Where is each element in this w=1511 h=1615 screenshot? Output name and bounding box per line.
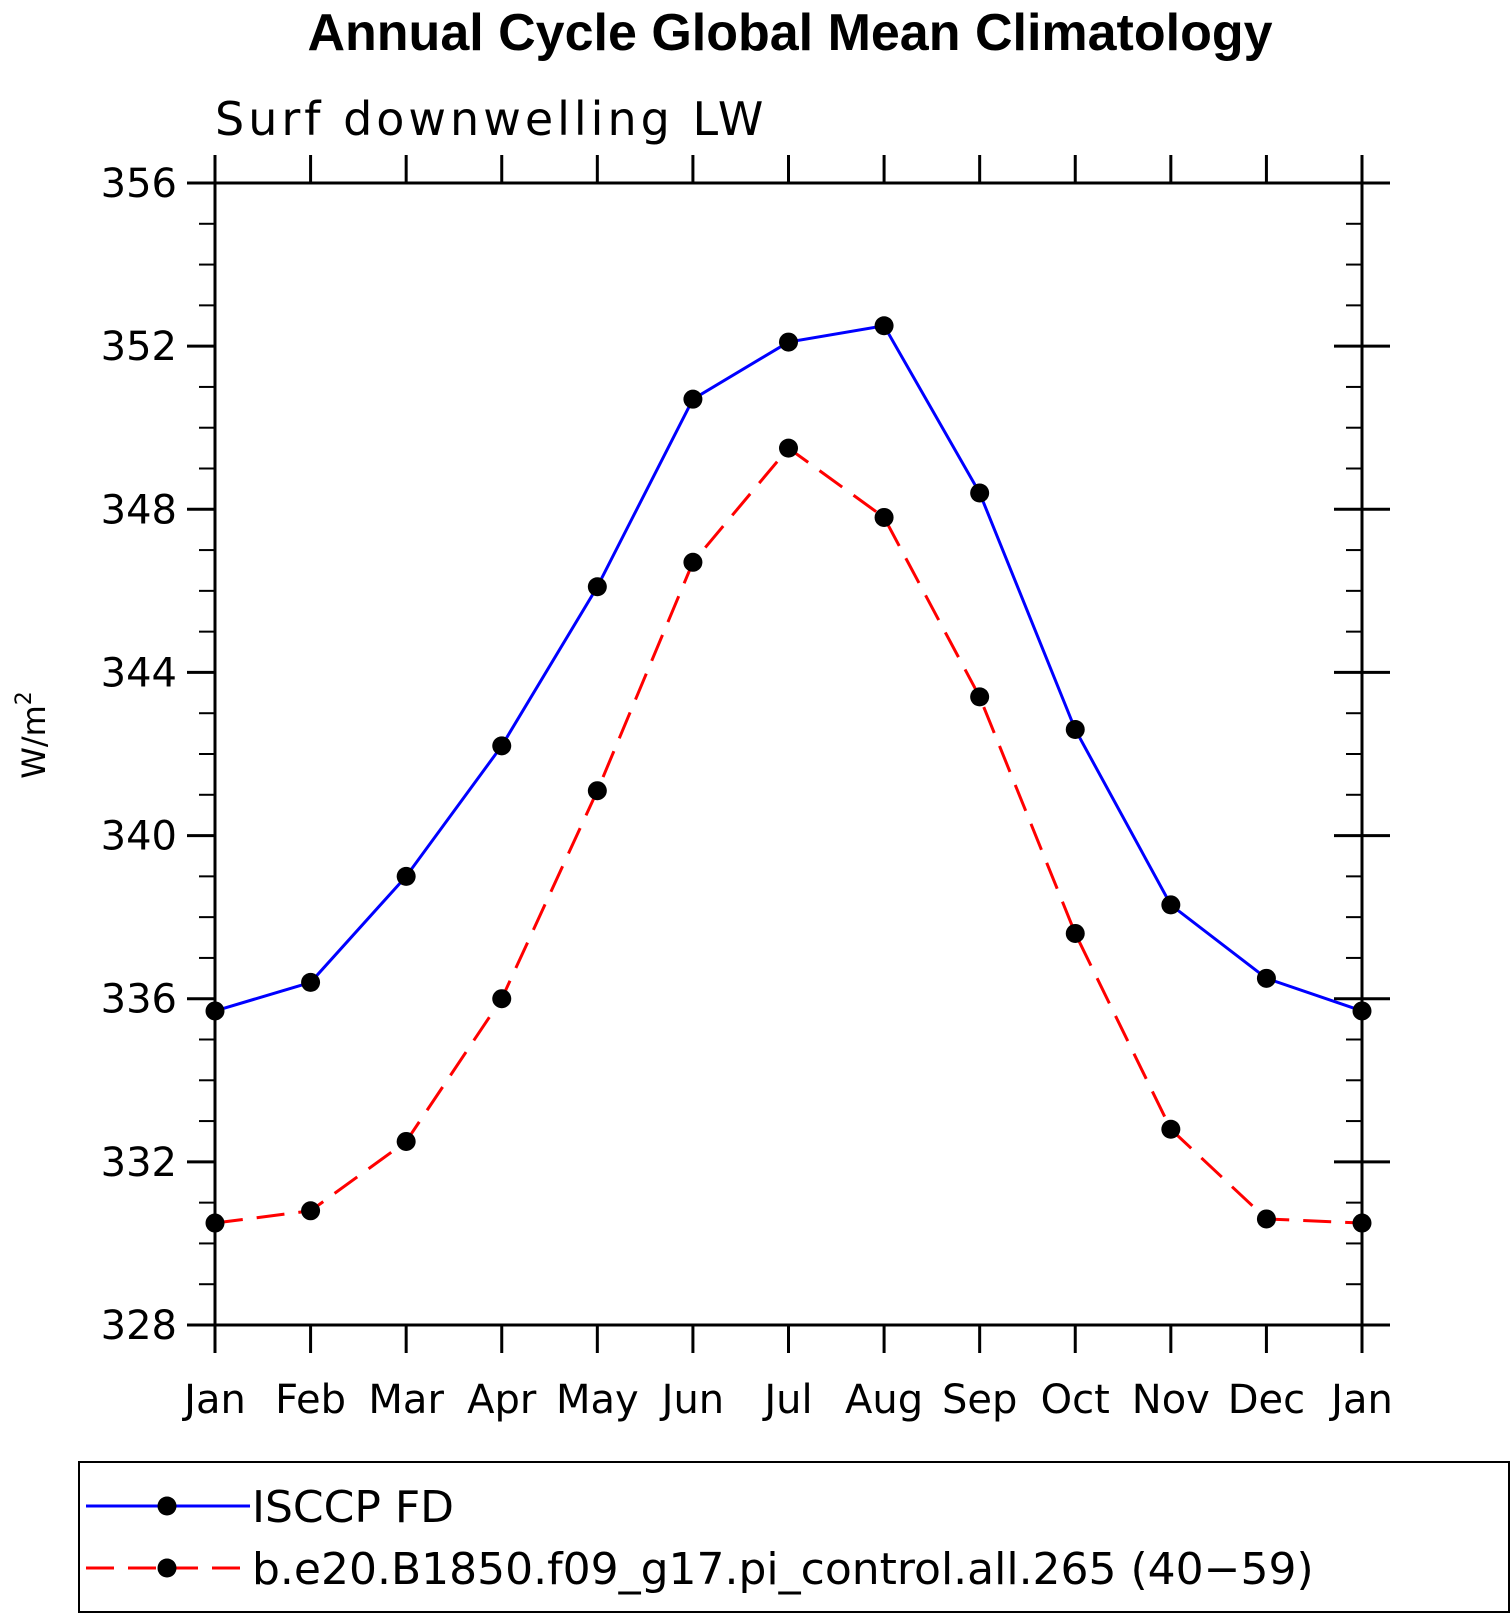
series-2-point — [587, 781, 607, 801]
x-tick-label: Jun — [659, 1377, 725, 1423]
series-2-point — [1065, 923, 1085, 943]
series-1-point — [1256, 968, 1276, 988]
x-tick-label: Apr — [467, 1377, 537, 1423]
y-axis-label: W/m2 — [12, 691, 53, 779]
y-tick-label: 344 — [101, 650, 177, 696]
legend-marker-1 — [157, 1496, 177, 1516]
series-1-point — [683, 389, 703, 409]
series-2-point — [301, 1201, 321, 1221]
plot-frame — [213, 181, 1364, 1327]
series-1-point — [970, 483, 990, 503]
series-1-point — [587, 577, 607, 597]
series-2-point — [396, 1131, 416, 1151]
y-tick-label: 336 — [101, 977, 177, 1023]
x-tick-label: Jul — [761, 1377, 812, 1423]
series-1-point — [779, 332, 798, 352]
series-1-point — [874, 316, 894, 336]
series-2-point — [683, 552, 703, 572]
x-tick-label: Aug — [845, 1377, 923, 1423]
x-tick-label: Jan — [1328, 1377, 1393, 1423]
series-1-point — [301, 972, 321, 992]
y-axis-label-superscript: 2 — [12, 691, 37, 705]
series-2-point — [1256, 1209, 1276, 1229]
series-line-2 — [214, 446, 1363, 1225]
series-2-point — [492, 989, 512, 1009]
legend-box — [78, 1461, 1510, 1613]
chart-subtitle: Surf downwelling LW — [215, 92, 767, 146]
x-tick-label: Nov — [1132, 1377, 1210, 1423]
svg-text:W/m2: W/m2 — [12, 691, 53, 779]
y-tick-label: 352 — [101, 324, 177, 370]
y-tick-label: 340 — [101, 814, 177, 860]
legend-label-2: b.e20.B1850.f09_g17.pi_control.all.265 (… — [252, 1544, 1314, 1595]
y-tick-label: 332 — [101, 1140, 177, 1186]
chart-title: Annual Cycle Global Mean Climatology — [307, 4, 1272, 62]
y-axis-label-text: W/m — [15, 705, 53, 779]
series-2-point — [874, 507, 894, 527]
series-1-point — [1065, 720, 1085, 740]
series-2-point — [779, 438, 798, 458]
series-line-1 — [214, 324, 1363, 1013]
y-tick-label: 328 — [101, 1303, 177, 1349]
series-1-point — [396, 866, 416, 886]
y-tick-label: 348 — [101, 487, 177, 533]
x-tick-label: Dec — [1228, 1377, 1305, 1423]
x-tick-label: Oct — [1041, 1377, 1110, 1423]
series-1-point — [1161, 895, 1181, 915]
legend-label-1: ISCCP FD — [252, 1482, 454, 1533]
x-tick-label: May — [556, 1377, 639, 1423]
legend: ISCCP FD b.e20.B1850.f09_g17.pi_control.a… — [78, 1461, 1510, 1613]
series-2-point — [1161, 1119, 1181, 1139]
x-tick-label: Sep — [942, 1377, 1017, 1423]
legend-marker-2 — [157, 1558, 177, 1578]
x-tick-label: Feb — [275, 1377, 346, 1423]
series-1-point — [492, 736, 512, 756]
plot-series — [205, 316, 1372, 1233]
tick-labels: 328 332 336 340 344 348 352 356 Jan Feb Mar Apr May J… — [101, 161, 1393, 1423]
x-tick-label: Mar — [368, 1377, 444, 1423]
y-tick-label: 356 — [101, 161, 177, 207]
x-tick-label: Jan — [181, 1377, 246, 1423]
series-2-point — [970, 687, 990, 707]
